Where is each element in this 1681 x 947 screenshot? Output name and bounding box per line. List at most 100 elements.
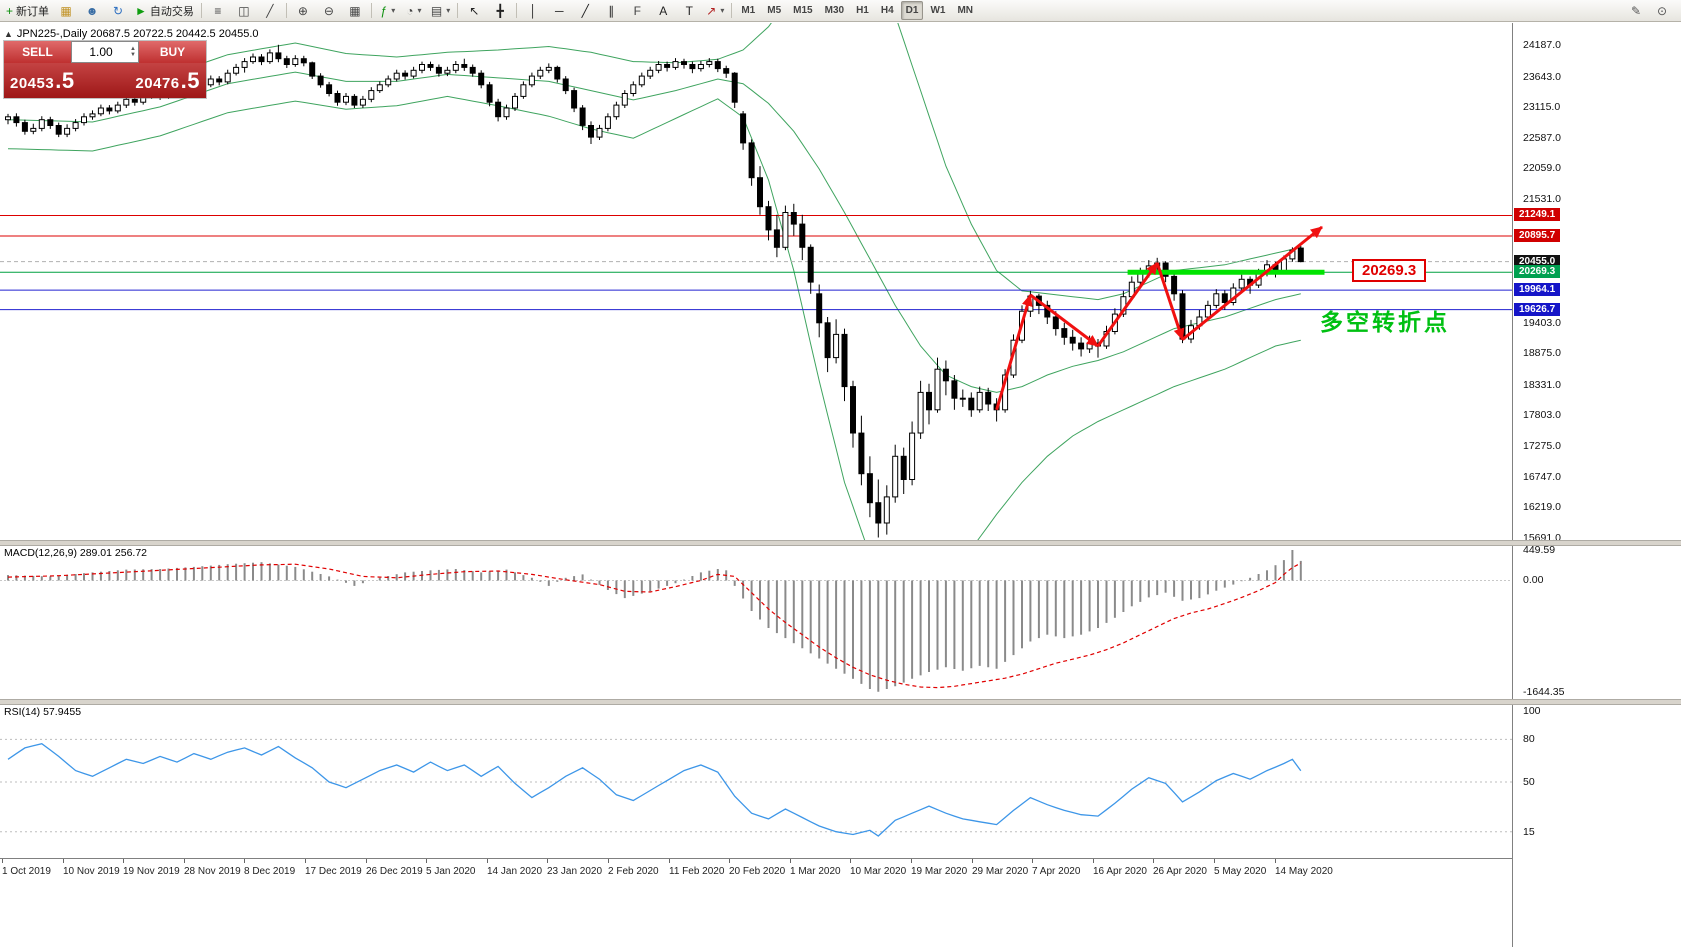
date-label: 10 Mar 2020 (850, 866, 907, 877)
horizontal-level-lines (0, 215, 1512, 311)
date-label: 23 Jan 2020 (547, 866, 603, 877)
price-axis-label: 16219.0 (1523, 501, 1561, 513)
sell-price[interactable]: 20453.5 (10, 68, 75, 94)
tile-windows-button[interactable]: ▦ (342, 1, 368, 21)
timeframe-m15[interactable]: M15 (793, 5, 813, 16)
date-label: 8 Dec 2019 (244, 866, 296, 877)
spinner-up-icon[interactable]: ▲ (130, 46, 136, 52)
volume-field: ▲▼ (71, 41, 139, 63)
profile-button[interactable]: ☻ (79, 1, 105, 21)
tile-icon: ▦ (349, 3, 361, 18)
label-button[interactable]: T (676, 1, 702, 21)
one-click-prices[interactable]: 20453.5 20476.5 (4, 63, 206, 98)
date-label: 14 May 2020 (1275, 866, 1333, 877)
price-axis-label: 16747.0 (1523, 471, 1561, 483)
time-tick (911, 859, 912, 863)
new-order-button[interactable]: + 新订单 (2, 1, 53, 21)
rsi-axis-label: 80 (1523, 733, 1535, 745)
volume-input[interactable] (72, 45, 131, 59)
price-axis-label: 22587.0 (1523, 132, 1561, 144)
candlestick-chart-button[interactable]: ◫ (231, 1, 257, 21)
support-price-annotation[interactable]: 20269.3 (1352, 259, 1427, 282)
chevron-down-icon: ▾ (417, 6, 422, 15)
buy-price-pips: .5 (180, 67, 200, 93)
templates-button[interactable]: ▤ ▾ (427, 1, 454, 21)
price-tag: 19964.1 (1514, 283, 1561, 296)
channel-button[interactable]: ∥ (598, 1, 624, 21)
timeframe-mn[interactable]: MN (957, 5, 974, 16)
trend-arrows[interactable] (995, 225, 1323, 411)
macd-axis-label: -1644.35 (1523, 686, 1565, 698)
trendline-button[interactable]: ╱ (572, 1, 598, 21)
macd-axis-label: 0.00 (1523, 574, 1544, 586)
rsi-axis-label: 15 (1523, 826, 1535, 838)
main-chart[interactable] (0, 23, 1512, 540)
edit-button[interactable]: ✎ (1623, 1, 1649, 21)
tline-icon: ╱ (581, 3, 589, 18)
clock-icon: ◔ (406, 3, 414, 18)
refresh-icon: ↻ (112, 3, 124, 18)
date-label: 2 Feb 2020 (608, 866, 659, 877)
periods-button[interactable]: ◔ ▾ (401, 1, 427, 21)
charts-grid-button[interactable]: ▦ (53, 1, 79, 21)
chart-title-text: JPN225-,Daily 20687.5 20722.5 20442.5 20… (16, 28, 259, 40)
spinner-down-icon[interactable]: ▼ (130, 52, 136, 58)
crosshair-button[interactable]: ╋ (487, 1, 513, 21)
timeframe-m30[interactable]: M30 (824, 5, 845, 16)
price-tag: 20269.3 (1514, 265, 1561, 278)
date-label: 1 Mar 2020 (790, 866, 841, 877)
timeframe-d1[interactable]: D1 (900, 1, 924, 20)
sell-button[interactable]: SELL (4, 41, 71, 63)
search-button[interactable]: ⊙ (1649, 1, 1675, 21)
rsi-panel[interactable] (0, 703, 1512, 858)
fibonacci-button[interactable]: F (624, 1, 650, 21)
refresh-button[interactable]: ↻ (105, 1, 131, 21)
buy-price[interactable]: 20476.5 (135, 68, 200, 94)
rsi-axis-label: 100 (1523, 705, 1541, 717)
one-click-collapse-icon[interactable]: ▲ (4, 29, 13, 39)
sell-price-main: 20453 (10, 74, 55, 92)
fx-icon: ƒ (380, 3, 388, 18)
panel-splitter[interactable] (0, 540, 1681, 546)
chevron-down-icon: ▾ (391, 6, 396, 15)
autotrading-button[interactable]: ► 自动交易 (131, 1, 198, 21)
time-tick (63, 859, 64, 863)
timeframe-m1[interactable]: M1 (741, 5, 756, 16)
buy-button[interactable]: BUY (139, 41, 206, 63)
time-tick (1093, 859, 1094, 863)
search-icon: ⊙ (1656, 3, 1668, 18)
bar-chart-button[interactable]: ≡ (205, 1, 231, 21)
time-axis[interactable]: 1 Oct 2019 10 Nov 2019 19 Nov 2019 28 Nov 2… (0, 858, 1512, 885)
rsi-line (7, 742, 1302, 837)
volume-spinner[interactable]: ▲ ▼ (130, 46, 138, 58)
panel-splitter[interactable] (0, 699, 1681, 705)
timeframe-h1[interactable]: H1 (856, 5, 869, 16)
zoom-in-button[interactable]: ⊕ (290, 1, 316, 21)
timeframe-w1[interactable]: W1 (930, 5, 946, 16)
zoom-out-button[interactable]: ⊖ (316, 1, 342, 21)
horizontal-line-button[interactable]: ─ (546, 1, 572, 21)
date-label: 1 Oct 2019 (2, 866, 51, 877)
turning-point-annotation[interactable]: 多空转折点 (1320, 309, 1450, 335)
time-tick (487, 859, 488, 863)
cursor-button[interactable]: ↖ (461, 1, 487, 21)
vertical-line-button[interactable]: │ (520, 1, 546, 21)
hline-icon: ─ (555, 3, 564, 18)
time-tick (729, 859, 730, 863)
date-label: 11 Feb 2020 (669, 866, 725, 877)
date-label: 19 Mar 2020 (911, 866, 968, 877)
toolbar-buttons: + 新订单 ▦ ☻ ↻ ► 自动交易 ≡ ◫ ╱ ⊕ ⊖ ▦ ƒ ▾ ◔ ▾ ▤ ▾ ↖ ╋ │ ─ ╱ ∥ F A T ↗ ▾ (2, 1, 735, 21)
text-button[interactable]: A (650, 1, 676, 21)
arrows-button[interactable]: ↗ ▾ (702, 1, 728, 21)
line-chart-button[interactable]: ╱ (257, 1, 283, 21)
time-tick (669, 859, 670, 863)
time-tick (1214, 859, 1215, 863)
timeframe-m5[interactable]: M5 (767, 5, 782, 16)
time-tick (426, 859, 427, 863)
plus-icon: + (6, 3, 14, 18)
time-tick (123, 859, 124, 863)
macd-panel[interactable] (0, 544, 1512, 699)
timeframe-h4[interactable]: H4 (880, 5, 894, 16)
indicators-button[interactable]: ƒ ▾ (375, 1, 401, 21)
price-axis[interactable]: 24187.0 23643.0 23115.0 22587.0 22059.0 21531… (1512, 23, 1681, 947)
